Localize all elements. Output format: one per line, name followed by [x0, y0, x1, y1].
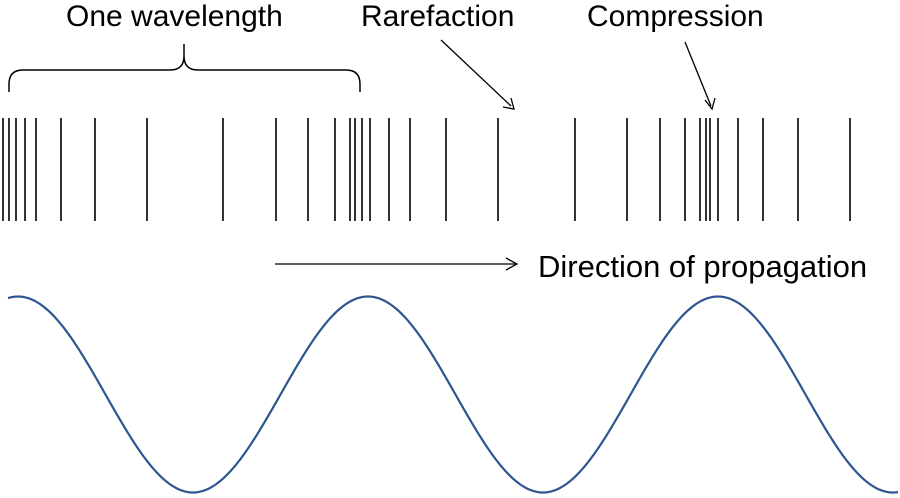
compression-label: Compression	[587, 0, 764, 33]
pressure-wave-curve	[7, 295, 899, 494]
rarefaction-label: Rarefaction	[361, 0, 515, 33]
rarefaction-arrow	[440, 39, 515, 110]
compression-arrow	[684, 41, 716, 111]
propagation-arrow	[275, 257, 519, 271]
wavelength-brace	[8, 44, 361, 92]
particle-lines	[2, 118, 851, 221]
one-wavelength-label: One wavelength	[66, 0, 283, 33]
direction-of-propagation-label: Direction of propagation	[538, 249, 868, 284]
